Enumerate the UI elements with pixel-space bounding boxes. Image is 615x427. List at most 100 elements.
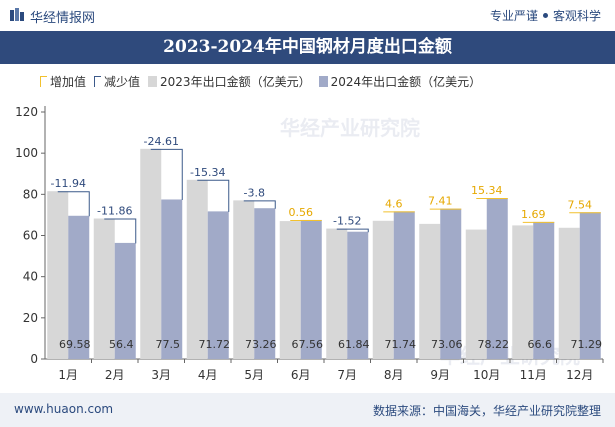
x-tick-label: 7月	[337, 368, 357, 382]
top-bar: 华经情报网 专业严谨 客观科学	[0, 0, 615, 30]
decrease-bracket	[336, 228, 369, 233]
bar-2023	[233, 200, 255, 359]
title-bar: 2023-2024年中国钢材月度出口金额	[0, 31, 615, 64]
bar-2024	[114, 242, 136, 359]
change-label: -24.61	[144, 135, 179, 148]
value-label-2024: 66.6	[528, 338, 553, 351]
bar-2023	[372, 220, 394, 359]
y-tick-label: 120	[15, 105, 38, 119]
change-label: 1.69	[521, 208, 546, 221]
bar-2023	[512, 225, 534, 359]
value-label-2024: 77.5	[156, 338, 181, 351]
x-tick-label: 10月	[473, 368, 500, 382]
bar-2023	[558, 227, 580, 359]
legend-2024-swatch	[318, 75, 328, 87]
change-label: -11.86	[97, 204, 132, 217]
x-tick-label: 4月	[198, 368, 218, 382]
legend-item-2024: 2024年出口金额（亿美元）	[318, 73, 482, 90]
footer-website: www.huaon.com	[14, 402, 114, 416]
y-tick-label: 80	[23, 187, 38, 201]
value-label-2024: 73.26	[245, 338, 277, 351]
change-label: 7.41	[428, 195, 453, 208]
x-tick-label: 12月	[566, 368, 593, 382]
decrease-bracket	[197, 179, 230, 212]
x-tick-label: 3月	[151, 368, 171, 382]
bar-2023	[186, 179, 208, 359]
footer-source: 数据来源：中国海关，华经产业研究院整理	[372, 404, 601, 418]
bar-2024	[161, 199, 183, 359]
x-tick-label: 1月	[58, 368, 78, 382]
value-label-2024: 61.84	[338, 338, 370, 351]
legend-2023-label: 2023年出口金额（亿美元）	[160, 74, 311, 89]
value-label-2024: 78.22	[478, 338, 510, 351]
chart-legend: 增加值 减少值 2023年出口金额（亿美元） 2024年出口金额（亿美元）	[40, 72, 489, 90]
legend-increase-swatch	[40, 75, 47, 87]
footer: www.huaon.com 数据来源：中国海关，华经产业研究院整理	[0, 393, 615, 427]
legend-2024-label: 2024年出口金额（亿美元）	[330, 74, 482, 89]
decrease-bracket	[57, 191, 90, 217]
value-label-2024: 69.58	[59, 338, 91, 351]
watermark-center: 华经产业研究院	[280, 116, 420, 140]
y-tick-label: 40	[23, 270, 38, 284]
tagline-objective: 客观科学	[552, 9, 601, 23]
value-label-2024: 73.06	[431, 338, 463, 351]
change-label: 0.56	[289, 206, 314, 219]
value-label-2024: 71.29	[571, 338, 603, 351]
bar-2024	[393, 211, 415, 359]
bar-2023	[419, 223, 441, 359]
x-tick-label: 8月	[384, 368, 404, 382]
decrease-bracket	[104, 218, 137, 244]
legend-item-increase: 增加值	[40, 73, 86, 90]
bar-2023	[465, 229, 487, 359]
bar-2024	[207, 211, 229, 359]
x-tick-label: 11月	[520, 368, 547, 382]
change-label: 4.6	[385, 197, 403, 210]
dot-separator-icon	[542, 13, 548, 18]
legend-increase-label: 增加值	[50, 74, 87, 89]
bar-2024	[440, 208, 462, 359]
x-tick-label: 5月	[244, 368, 264, 382]
legend-decrease-label: 减少值	[104, 74, 141, 89]
logo-icon	[10, 8, 24, 21]
bar-2024	[254, 208, 276, 359]
bar-2024	[579, 212, 601, 359]
x-tick-label: 9月	[430, 368, 450, 382]
change-label: -15.34	[190, 166, 225, 179]
decrease-bracket	[243, 200, 276, 209]
value-label-2024: 56.4	[109, 338, 134, 351]
bar-2023	[326, 228, 348, 359]
change-label: -1.52	[333, 215, 361, 228]
bar-2024	[300, 219, 322, 359]
change-label: -3.8	[244, 186, 265, 199]
bar-2023	[93, 218, 115, 359]
value-label-2024: 71.74	[385, 338, 417, 351]
y-tick-label: 100	[15, 146, 38, 160]
decrease-bracket	[150, 148, 183, 200]
bar-2023	[47, 191, 69, 359]
change-label: 15.34	[471, 184, 503, 197]
bar-chart: 0 20 40 60 80 100 120 -11.94 69.58 1月 -11.86 56.4 2月…	[15, 105, 604, 382]
change-label: -11.94	[51, 177, 86, 190]
chart-title: 2023-2024年中国钢材月度出口金额	[163, 37, 452, 57]
x-tick-label: 6月	[291, 368, 311, 382]
bar-2024	[533, 221, 555, 359]
value-label-2024: 67.56	[292, 338, 324, 351]
legend-item-decrease: 减少值	[94, 73, 140, 90]
logo-text: 华经情报网	[30, 11, 96, 26]
change-label: 7.54	[568, 198, 593, 211]
x-tick-label: 2月	[105, 368, 125, 382]
y-tick-label: 20	[23, 311, 38, 325]
watermark-bottom: 华经产业研究院	[440, 344, 580, 368]
legend-item-2023: 2023年出口金额（亿美元）	[148, 73, 311, 90]
value-label-2024: 71.72	[199, 338, 231, 351]
bar-2024	[486, 197, 508, 359]
tagline: 专业严谨 客观科学	[490, 7, 601, 24]
bar-2024	[68, 215, 90, 359]
y-tick-label: 0	[30, 352, 38, 366]
tagline-professional: 专业严谨	[489, 9, 538, 23]
legend-2023-swatch	[148, 75, 158, 87]
bar-2023	[140, 148, 162, 359]
legend-decrease-swatch	[94, 75, 102, 87]
bar-2024	[347, 231, 369, 359]
y-tick-label: 60	[23, 229, 38, 243]
